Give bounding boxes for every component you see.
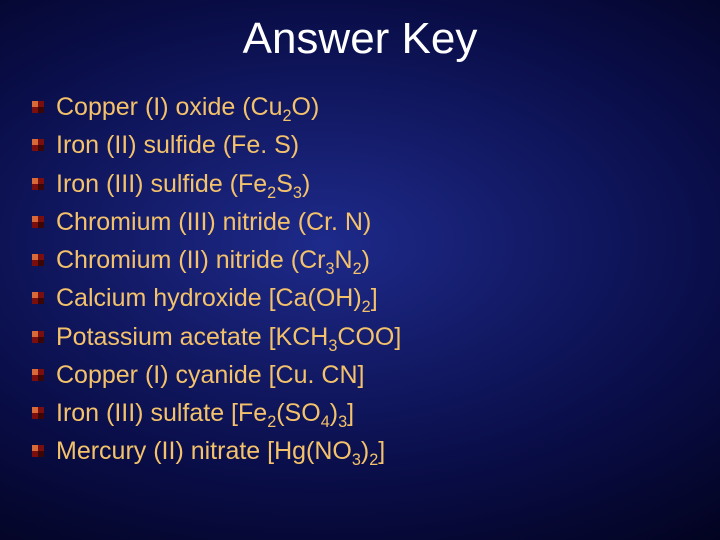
- bullet-icon: [32, 292, 44, 304]
- bullet-icon: [32, 407, 44, 419]
- list-item-label: Iron (II) sulfide (Fe. S): [56, 130, 299, 161]
- bullet-icon: [32, 101, 44, 113]
- list-item-label: Chromium (II) nitride (Cr3N2): [56, 245, 370, 276]
- list-item-label: Iron (III) sulfate [Fe2(SO4)3]: [56, 398, 354, 429]
- list-item: Chromium (III) nitride (Cr. N): [32, 207, 690, 238]
- bullet-icon: [32, 216, 44, 228]
- list-item-label: Chromium (III) nitride (Cr. N): [56, 207, 371, 238]
- list-item-label: Iron (III) sulfide (Fe2S3): [56, 169, 310, 200]
- bullet-icon: [32, 178, 44, 190]
- list-item: Chromium (II) nitride (Cr3N2): [32, 245, 690, 276]
- list-item: Copper (I) oxide (Cu2O): [32, 92, 690, 123]
- bullet-icon: [32, 331, 44, 343]
- list-item: Copper (I) cyanide [Cu. CN]: [32, 360, 690, 391]
- list-item-label: Copper (I) cyanide [Cu. CN]: [56, 360, 364, 391]
- list-item: Iron (II) sulfide (Fe. S): [32, 130, 690, 161]
- page-title: Answer Key: [0, 14, 720, 64]
- list-item: Iron (III) sulfate [Fe2(SO4)3]: [32, 398, 690, 429]
- bullet-icon: [32, 139, 44, 151]
- list-item: Potassium acetate [KCH3COO]: [32, 322, 690, 353]
- bullet-icon: [32, 445, 44, 457]
- list-item-label: Potassium acetate [KCH3COO]: [56, 322, 401, 353]
- slide: Answer Key Copper (I) oxide (Cu2O) Iron (…: [0, 0, 720, 540]
- list-item-label: Copper (I) oxide (Cu2O): [56, 92, 319, 123]
- bullet-icon: [32, 369, 44, 381]
- list-item-label: Mercury (II) nitrate [Hg(NO3)2]: [56, 436, 385, 467]
- list-item: Calcium hydroxide [Ca(OH)2]: [32, 283, 690, 314]
- list-item: Iron (III) sulfide (Fe2S3): [32, 169, 690, 200]
- list-item-label: Calcium hydroxide [Ca(OH)2]: [56, 283, 378, 314]
- bullet-icon: [32, 254, 44, 266]
- answer-list: Copper (I) oxide (Cu2O) Iron (II) sulfide…: [32, 92, 690, 475]
- list-item: Mercury (II) nitrate [Hg(NO3)2]: [32, 436, 690, 467]
